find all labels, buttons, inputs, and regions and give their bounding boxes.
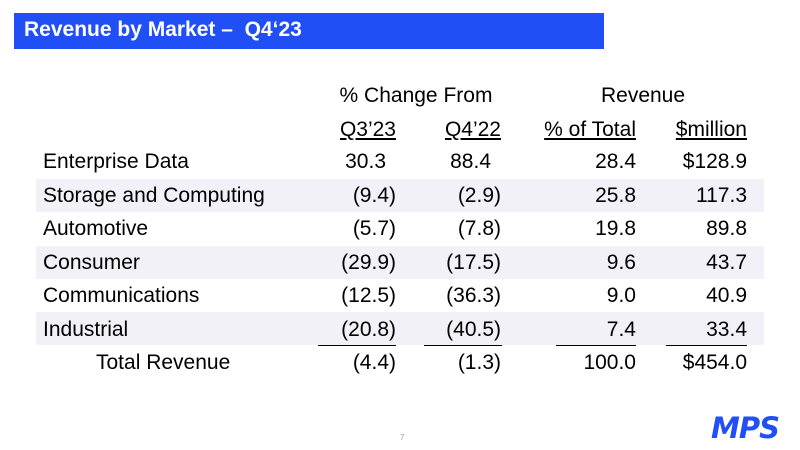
cell-q3: (20.8) [341, 318, 396, 341]
cell-q3: (12.5) [341, 284, 396, 307]
total-pct: 100.0 [583, 351, 636, 374]
cell-q3: (5.7) [352, 217, 396, 240]
logo-text: MPS [711, 412, 779, 442]
cell-q4: (17.5) [446, 251, 501, 274]
slide-title: Revenue by Market – Q4‘23 [24, 18, 302, 41]
cell-q4: (7.8) [457, 217, 501, 240]
row-label: Storage and Computing [43, 184, 265, 207]
page-number: 7 [400, 433, 405, 442]
title-bar: Revenue by Market – Q4‘23 [14, 13, 604, 49]
total-rule [424, 345, 502, 346]
cell-q4: (36.3) [446, 284, 501, 307]
total-q3: (4.4) [352, 351, 396, 374]
row-label: Communications [43, 284, 200, 307]
cell-million: 40.9 [706, 284, 747, 307]
column-header-q4: Q4’22 [444, 118, 501, 141]
cell-million: 33.4 [706, 318, 747, 341]
cell-pct: 9.6 [606, 251, 636, 274]
cell-pct: 28.4 [595, 150, 636, 173]
cell-q4: 88.4 [450, 150, 491, 173]
row-label: Consumer [43, 251, 140, 274]
cell-q3: 30.3 [345, 150, 386, 173]
row-label: Enterprise Data [43, 150, 189, 173]
row-label: Industrial [43, 318, 129, 341]
cell-q4: (40.5) [446, 318, 501, 341]
row-stripe [36, 312, 764, 345]
row-stripe [36, 246, 764, 279]
mps-logo: MPS [711, 412, 780, 442]
column-header-million: $million [675, 118, 747, 141]
cell-q3: (9.4) [352, 184, 396, 207]
cell-million: 43.7 [706, 251, 747, 274]
cell-million: 117.3 [696, 184, 747, 207]
row-label: Automotive [43, 217, 149, 240]
cell-q4: (2.9) [457, 184, 501, 207]
cell-million: 89.8 [706, 217, 747, 240]
total-label: Total Revenue [96, 351, 231, 374]
total-rule [556, 345, 636, 346]
cell-pct: 19.8 [595, 217, 636, 240]
group-header-revenue: Revenue [600, 84, 686, 107]
total-rule [318, 345, 396, 346]
cell-q3: (29.9) [341, 251, 396, 274]
row-stripe [36, 179, 764, 212]
column-header-pct: % of Total [544, 118, 636, 141]
total-rule [666, 345, 747, 346]
group-header-change: % Change From [339, 84, 493, 107]
cell-million: $128.9 [682, 150, 747, 173]
cell-pct: 7.4 [606, 318, 636, 341]
cell-pct: 9.0 [606, 284, 636, 307]
total-q4: (1.3) [457, 351, 501, 374]
total-million: $454.0 [682, 351, 747, 374]
column-header-q3: Q3’23 [339, 118, 396, 141]
cell-pct: 25.8 [595, 184, 636, 207]
